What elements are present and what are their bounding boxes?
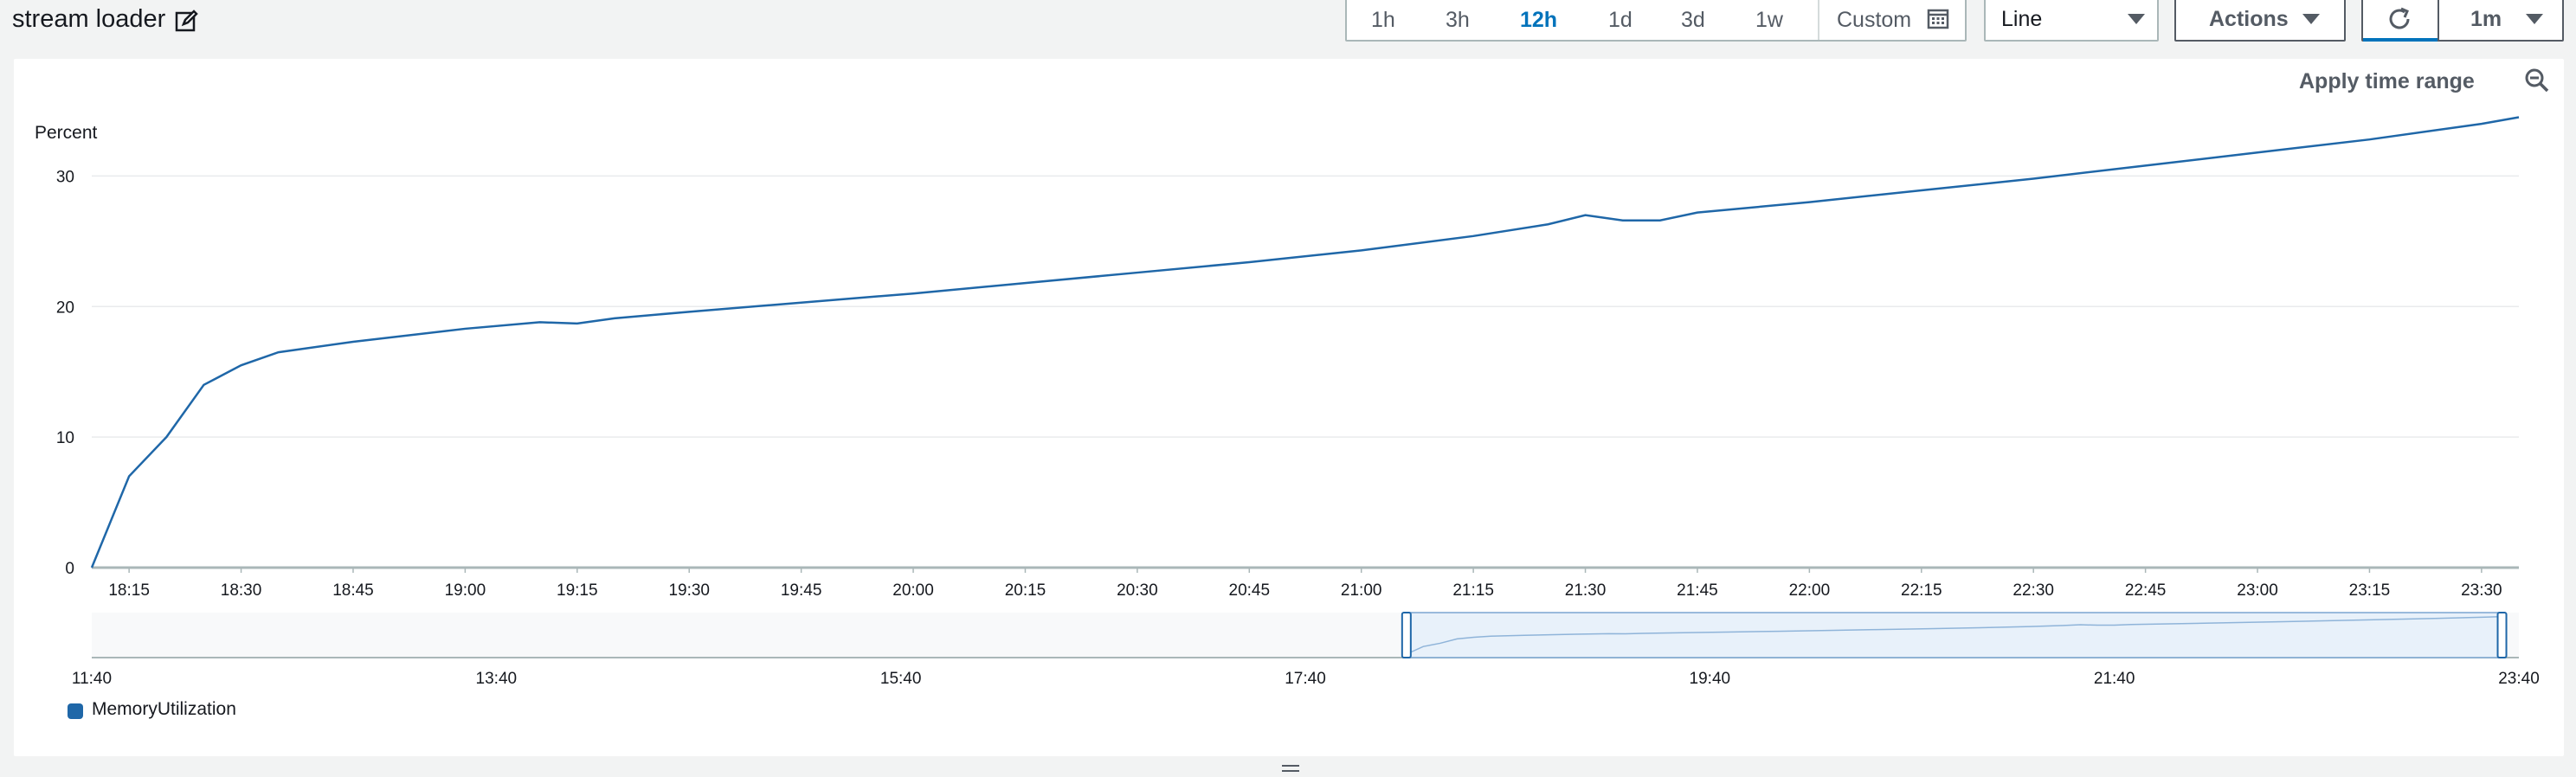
x-tick-label: 21:30 <box>1565 581 1607 600</box>
x-tick-label: 19:00 <box>445 581 486 600</box>
chevron-down-icon <box>2128 14 2145 24</box>
x-tick-label: 18:30 <box>221 581 262 600</box>
line-chart[interactable]: 0 10 20 30 18:15 18:30 18:45 19:00 19:15 19:30 19:… <box>14 59 2564 690</box>
x-tick-label: 23:15 <box>2349 581 2391 600</box>
range-1w[interactable]: 1w <box>1755 8 1783 32</box>
x-tick-label: 22:15 <box>1901 581 1942 600</box>
x-tick-label: 23:30 <box>2461 581 2502 600</box>
range-3h[interactable]: 3h <box>1446 8 1470 32</box>
chevron-down-icon <box>2302 14 2320 24</box>
x-tick-label: 22:45 <box>2125 581 2167 600</box>
x-tick-label: 20:30 <box>1117 581 1158 600</box>
navigator-tick-label: 23:40 <box>2498 670 2540 688</box>
chevron-down-icon[interactable] <box>2526 14 2543 24</box>
refresh-interval-value[interactable]: 1m <box>2470 7 2502 31</box>
resize-handle-icon[interactable] <box>1281 761 1300 772</box>
x-tick-label: 19:15 <box>557 581 598 600</box>
apply-time-range-button[interactable]: Apply time range <box>2299 69 2475 93</box>
x-tick-label: 20:00 <box>892 581 934 600</box>
widget-header: stream loader 1h 3h 12h 1d 3d 1w Custom … <box>0 0 2576 50</box>
y-tick-label: 20 <box>56 299 74 317</box>
navigator-tick-label: 11:40 <box>72 670 112 688</box>
range-1h[interactable]: 1h <box>1371 8 1395 32</box>
range-12h[interactable]: 12h <box>1520 8 1558 32</box>
actions-label: Actions <box>2209 7 2289 31</box>
view-type-select[interactable]: Line <box>1984 0 2159 42</box>
y-tick-label: 10 <box>56 429 74 447</box>
range-divider <box>1818 0 1819 40</box>
x-tick-label: 19:30 <box>668 581 710 600</box>
x-tick-label: 22:00 <box>1789 581 1831 600</box>
y-tick-label: 30 <box>56 168 74 186</box>
chart-panel: Apply time range Percent 0 10 20 30 18:15 18:… <box>14 59 2564 756</box>
legend-swatch <box>68 703 83 719</box>
x-tick-label: 18:15 <box>108 581 150 600</box>
x-tick-label: 18:45 <box>332 581 374 600</box>
navigator-tick-label: 21:40 <box>2094 670 2135 688</box>
view-type-value: Line <box>2001 7 2043 31</box>
navigator-selection-window[interactable] <box>1406 612 2503 658</box>
x-tick-label: 21:45 <box>1677 581 1718 600</box>
time-range-selector: 1h 3h 12h 1d 3d 1w Custom <box>1345 0 1967 42</box>
range-1d[interactable]: 1d <box>1608 8 1633 32</box>
navigator-handle-left[interactable] <box>1401 612 1412 658</box>
navigator-tick-label: 15:40 <box>880 670 922 688</box>
actions-button[interactable]: Actions <box>2174 0 2346 42</box>
legend-series-memory[interactable]: MemoryUtilization <box>92 699 236 719</box>
x-tick-label: 20:15 <box>1005 581 1046 600</box>
navigator-tick-label: 13:40 <box>476 670 518 688</box>
edit-icon[interactable] <box>175 9 199 33</box>
refresh-icon <box>2384 3 2415 39</box>
navigator-tick-label: 17:40 <box>1285 670 1326 688</box>
x-tick-label: 19:45 <box>781 581 822 600</box>
refresh-button[interactable] <box>2363 0 2439 42</box>
zoom-out-icon[interactable] <box>2524 67 2550 93</box>
series-line-memory-utilization <box>90 116 2520 568</box>
navigator-handle-right[interactable] <box>2496 612 2508 658</box>
x-tick-label: 20:45 <box>1229 581 1271 600</box>
widget-title: stream loader <box>12 5 166 33</box>
navigator-tick-label: 19:40 <box>1690 670 1731 688</box>
x-tick-label: 23:00 <box>2237 581 2278 600</box>
x-tick-label: 22:30 <box>2012 581 2054 600</box>
navigator-series-line <box>1406 615 2502 655</box>
range-custom[interactable]: Custom <box>1837 8 1912 32</box>
x-tick-label: 21:15 <box>1452 581 1494 600</box>
x-tick-label: 21:00 <box>1341 581 1382 600</box>
range-3d[interactable]: 3d <box>1681 8 1705 32</box>
calendar-icon[interactable] <box>1927 7 1949 29</box>
y-tick-label: 0 <box>65 560 74 578</box>
refresh-control: 1m <box>2361 0 2564 42</box>
y-axis-unit: Percent <box>35 123 98 143</box>
refresh-active-bar <box>2363 38 2438 42</box>
